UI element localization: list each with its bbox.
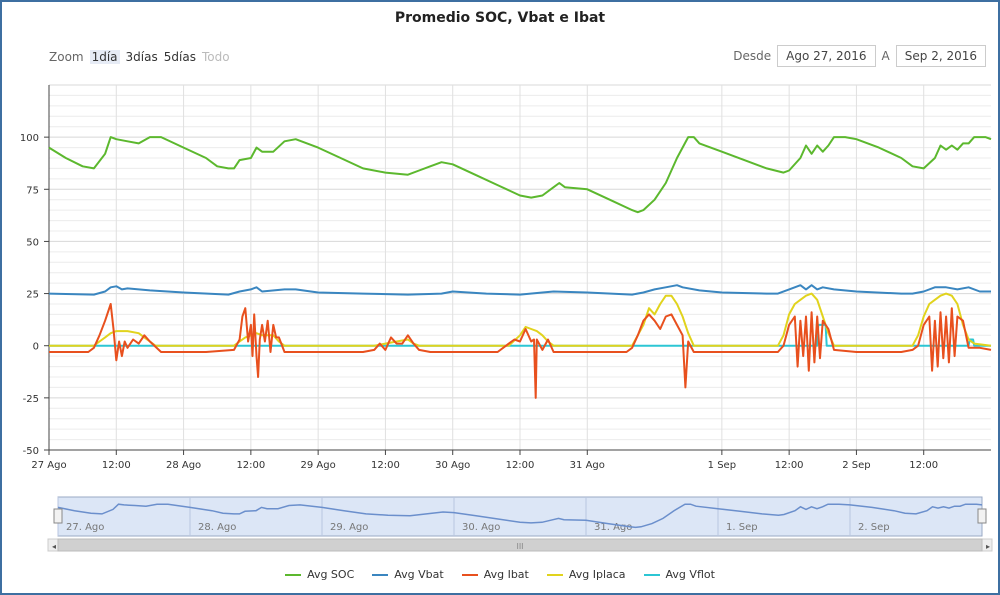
x-tick-label: 30 Ago: [435, 460, 470, 471]
navigator-label: 29. Ago: [330, 522, 368, 533]
x-tick-label: 12:00: [236, 460, 265, 471]
to-date-input[interactable]: Sep 2, 2016: [895, 45, 986, 67]
navigator-line: [57, 503, 983, 529]
chart-title: Promedio SOC, Vbat e Ibat: [394, 10, 606, 26]
legend-swatch: [461, 573, 478, 576]
from-date-input[interactable]: Ago 27, 2016: [777, 45, 876, 67]
x-tick-label: 12:00: [506, 460, 535, 471]
legend-label: Avg Iplaca: [568, 568, 626, 581]
y-tick-label: 100: [20, 133, 39, 144]
navigator-label: 27. Ago: [66, 522, 104, 533]
y-tick-label: -25: [23, 394, 39, 405]
x-tick-label: 31 Ago: [570, 460, 605, 471]
x-tick-label: 27 Ago: [31, 460, 66, 471]
scrollbar-thumb[interactable]: [57, 538, 983, 552]
zoom-5days-button[interactable]: 5días: [163, 50, 196, 64]
navigator-handle[interactable]: [977, 508, 987, 524]
zoom-controls: Zoom 1día 3días 5días Todo: [49, 50, 230, 64]
legend-swatch: [285, 573, 302, 576]
x-tick-label: 2 Sep: [842, 460, 870, 471]
to-label: A: [881, 49, 890, 63]
navigator-label: 1. Sep: [726, 522, 758, 533]
x-tick-label: 28 Ago: [166, 460, 201, 471]
zoom-label: Zoom: [49, 50, 84, 64]
y-tick-label: 25: [26, 290, 39, 301]
x-tick-label: 12:00: [371, 460, 400, 471]
series-line-avg-ibat: [49, 303, 992, 399]
legend-label: Avg SOC: [307, 568, 355, 581]
y-tick-label: 50: [26, 237, 39, 248]
x-tick-label: 12:00: [909, 460, 938, 471]
x-tick-label: 1 Sep: [708, 460, 736, 471]
zoom-all-button[interactable]: Todo: [201, 50, 230, 64]
legend-item-avg-soc[interactable]: Avg SOC: [285, 568, 354, 581]
x-tick-label: 12:00: [102, 460, 131, 471]
date-range: Desde Ago 27, 2016 A Sep 2, 2016: [733, 45, 986, 67]
legend-swatch: [643, 573, 660, 576]
navigator-area: [57, 496, 983, 537]
legend-item-avg-vflot[interactable]: Avg Vflot: [643, 568, 715, 581]
series-line-avg-vbat: [48, 284, 991, 296]
x-tick-label: 29 Ago: [301, 460, 336, 471]
legend-swatch: [546, 573, 563, 576]
y-tick-label: 75: [26, 185, 39, 196]
legend-item-avg-iplaca[interactable]: Avg Iplaca: [546, 568, 626, 581]
legend-item-avg-vbat[interactable]: Avg Vbat: [372, 568, 444, 581]
navigator-label: 31. Ago: [594, 522, 632, 533]
navigator-label: 2. Sep: [858, 522, 890, 533]
scroll-grip-icon: III: [516, 542, 523, 551]
zoom-3days-button[interactable]: 3días: [125, 50, 158, 64]
navigator-handle[interactable]: [53, 508, 63, 524]
legend-label: Avg Vflot: [665, 568, 715, 581]
legend-label: Avg Ibat: [483, 568, 529, 581]
scroll-right-icon[interactable]: ▸: [986, 542, 990, 551]
navigator-label: 28. Ago: [198, 522, 236, 533]
y-tick-label: -50: [23, 446, 39, 457]
from-label: Desde: [733, 49, 772, 63]
navigator-label: 30. Ago: [462, 522, 500, 533]
legend-item-avg-ibat[interactable]: Avg Ibat: [461, 568, 529, 581]
scroll-left-icon[interactable]: ◂: [52, 542, 56, 551]
series-line-avg-soc: [48, 136, 992, 214]
y-tick-label: 0: [33, 342, 39, 353]
legend-label: Avg Vbat: [394, 568, 444, 581]
x-tick-label: 12:00: [775, 460, 804, 471]
legend: Avg SOC Avg Vbat Avg Ibat Avg Iplaca Avg Vfl…: [0, 568, 1000, 581]
zoom-1day-button[interactable]: 1día: [89, 50, 120, 64]
legend-swatch: [372, 573, 389, 576]
